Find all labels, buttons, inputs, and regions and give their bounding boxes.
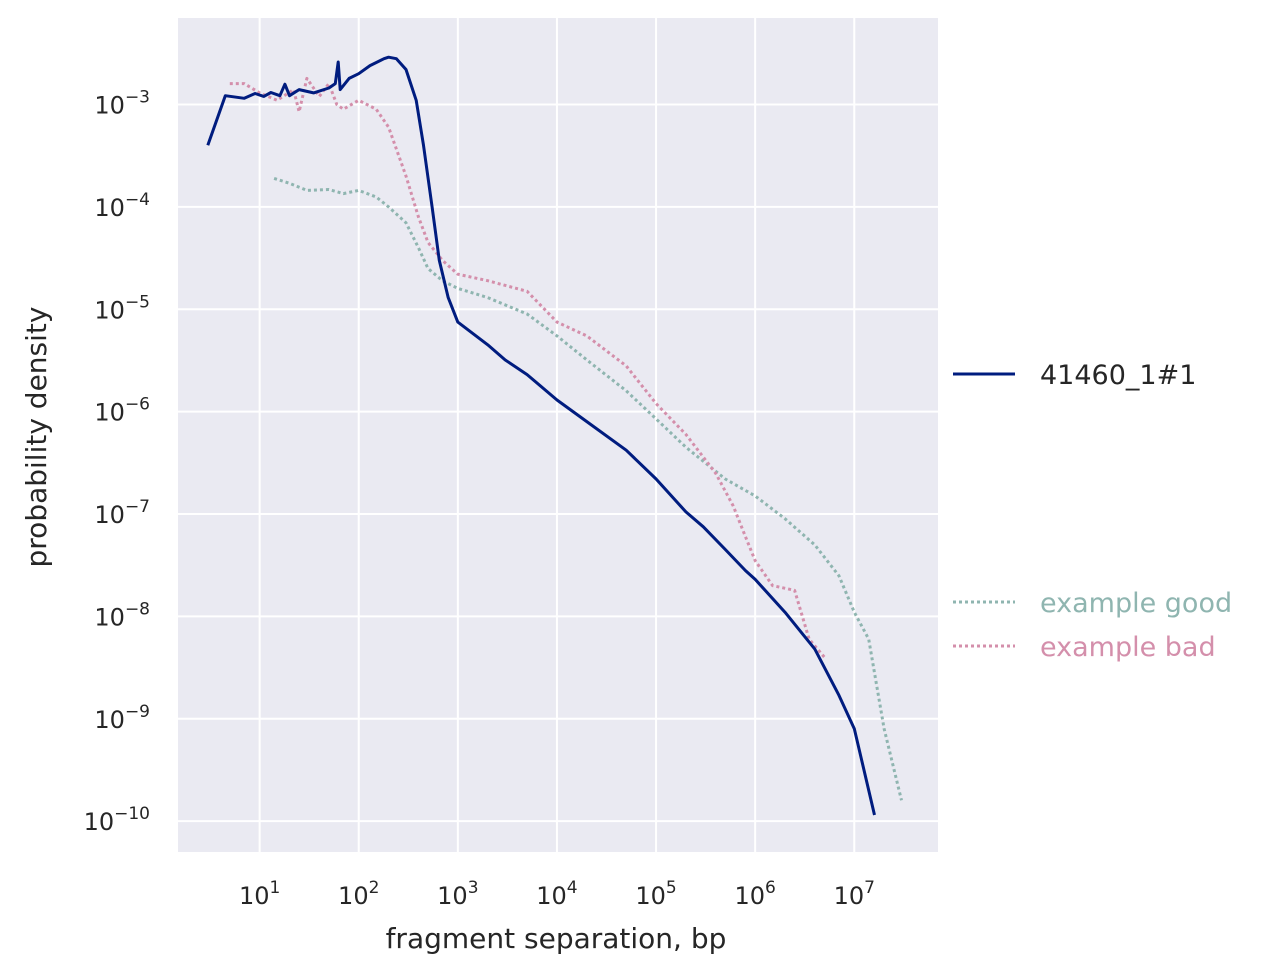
grid bbox=[178, 18, 938, 852]
series-line-1 bbox=[273, 176, 903, 801]
y-tick-label: 10−10 bbox=[84, 804, 150, 836]
y-axis-label: probability density bbox=[20, 307, 53, 568]
y-tick-label: 10−5 bbox=[94, 292, 150, 324]
legend-label: example bad bbox=[1040, 632, 1216, 663]
y-tick-label: 10−6 bbox=[94, 395, 150, 427]
x-axis-label: fragment separation, bp bbox=[386, 922, 727, 955]
series-line-0 bbox=[206, 55, 876, 816]
y-tick-labels: 10−3 10−4 10−5 10−6 10−7 10−8 10−9 10−10 bbox=[84, 88, 150, 837]
series-line-2 bbox=[229, 76, 826, 659]
x-tick-label: 101 bbox=[239, 878, 280, 910]
plot-background bbox=[178, 18, 938, 852]
y-tick-label: 10−8 bbox=[94, 599, 150, 631]
x-tick-label: 104 bbox=[536, 878, 577, 910]
series-lines bbox=[206, 55, 903, 816]
legend-label: 41460_1#1 bbox=[1040, 360, 1196, 391]
x-tick-labels: 101 102 103 104 105 106 107 bbox=[239, 878, 875, 910]
legend-label: example good bbox=[1040, 588, 1232, 619]
x-tick-label: 105 bbox=[635, 878, 676, 910]
x-tick-label: 103 bbox=[437, 878, 478, 910]
y-tick-label: 10−3 bbox=[94, 88, 150, 120]
y-tick-label: 10−7 bbox=[94, 497, 150, 529]
x-tick-label: 106 bbox=[734, 878, 775, 910]
x-tick-label: 107 bbox=[834, 878, 875, 910]
x-tick-label: 102 bbox=[338, 878, 379, 910]
y-tick-label: 10−9 bbox=[94, 702, 150, 734]
y-tick-label: 10−4 bbox=[94, 190, 150, 222]
